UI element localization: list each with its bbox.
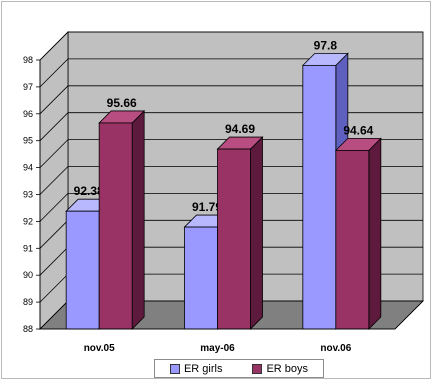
x-category-label: nov.06 [320,343,351,354]
bar-side-er-boys [250,136,263,330]
y-tick-label: 94 [23,163,33,173]
y-gridline [39,58,423,88]
y-tick-label: 97 [23,82,33,92]
y-gridline [39,31,423,61]
data-label: 95.66 [107,96,137,110]
bar-side-er-boys [368,137,382,330]
data-label: 92.38 [74,184,104,198]
chart-legend: ER girls ER boys [154,359,324,378]
data-label: 94.64 [343,123,373,137]
bar-er-girls [184,226,218,330]
bar-er-boys [217,148,251,330]
y-tick-label: 93 [23,190,33,200]
data-label: 94.69 [225,122,255,136]
y-tick-label: 98 [23,55,33,65]
x-category-label: may-06 [200,343,235,354]
y-tick-label: 89 [23,297,33,307]
legend-swatch-er-girls [169,363,180,374]
legend-item-er-boys: ER boys [252,363,308,375]
y-tick-label: 90 [23,270,33,280]
y-tick-label: 96 [23,109,33,119]
legend-item-er-girls: ER girls [169,362,223,375]
bar-er-boys [335,149,370,330]
bar-side-er-boys [131,109,145,330]
y-tick-label: 91 [23,243,33,253]
y-tick-label: 92 [23,216,33,226]
legend-label-er-girls: ER girls [183,362,223,375]
data-label: 91.79 [192,200,222,214]
x-category-label: nov.05 [84,343,115,354]
y-tick-label: 88 [23,324,33,334]
legend-swatch-er-boys [252,363,263,374]
data-label: 97.8 [314,38,338,52]
legend-label-er-boys: ER boys [266,362,309,375]
bar-er-girls [65,210,100,330]
bar-er-girls [302,64,337,330]
bar-er-boys [98,122,133,330]
x-axis-edge [394,300,424,330]
y-tick-label: 95 [23,136,33,146]
